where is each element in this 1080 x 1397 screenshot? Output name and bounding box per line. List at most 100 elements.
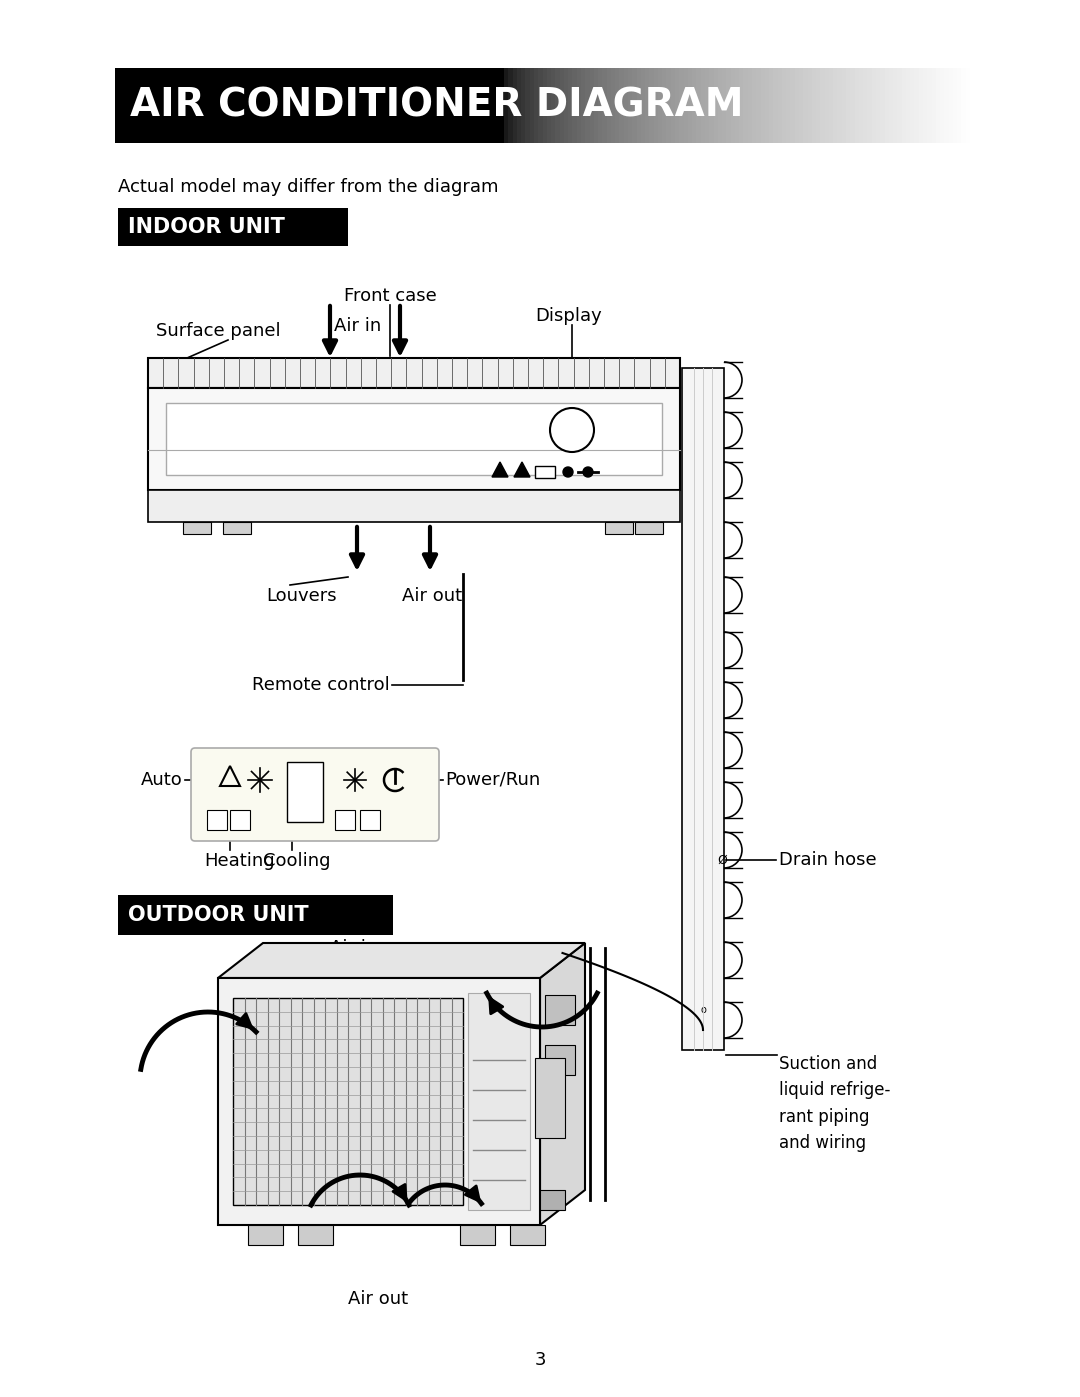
Bar bbox=[534, 68, 538, 142]
Bar bbox=[415, 68, 419, 142]
Bar bbox=[808, 68, 812, 142]
Text: 3: 3 bbox=[535, 1351, 545, 1369]
Text: Ø: Ø bbox=[717, 854, 727, 866]
Text: Actual model may differ from the diagram: Actual model may differ from the diagram bbox=[118, 177, 499, 196]
Bar bbox=[218, 978, 540, 1225]
Bar bbox=[919, 68, 923, 142]
Bar bbox=[376, 68, 380, 142]
Bar bbox=[478, 68, 483, 142]
Bar bbox=[880, 68, 885, 142]
Bar bbox=[148, 490, 680, 522]
Bar bbox=[491, 68, 496, 142]
Bar bbox=[675, 68, 679, 142]
Bar bbox=[710, 68, 714, 142]
Bar bbox=[444, 68, 448, 142]
Bar bbox=[118, 895, 393, 935]
Bar bbox=[897, 68, 902, 142]
Bar bbox=[162, 68, 166, 142]
Bar bbox=[714, 68, 718, 142]
Bar bbox=[299, 68, 303, 142]
Bar bbox=[287, 761, 323, 821]
Bar bbox=[718, 68, 723, 142]
Bar bbox=[510, 1225, 545, 1245]
Bar bbox=[769, 68, 773, 142]
Bar bbox=[335, 810, 355, 830]
Bar bbox=[460, 1225, 495, 1245]
Bar bbox=[867, 68, 872, 142]
Bar bbox=[197, 68, 201, 142]
Bar bbox=[812, 68, 816, 142]
Bar bbox=[681, 367, 724, 1051]
Bar bbox=[153, 68, 158, 142]
Text: INDOOR UNIT: INDOOR UNIT bbox=[129, 217, 285, 237]
Bar bbox=[594, 68, 598, 142]
Bar bbox=[298, 1225, 333, 1245]
Bar bbox=[393, 68, 397, 142]
Bar bbox=[632, 68, 636, 142]
Text: Remote control: Remote control bbox=[253, 676, 390, 694]
Bar bbox=[752, 68, 756, 142]
Bar bbox=[585, 68, 590, 142]
Bar bbox=[406, 68, 410, 142]
Bar bbox=[545, 1045, 575, 1076]
Bar bbox=[312, 68, 316, 142]
Bar bbox=[513, 68, 517, 142]
Bar bbox=[966, 68, 970, 142]
Text: Suction and
liquid refrige-
rant piping
and wiring: Suction and liquid refrige- rant piping … bbox=[779, 1055, 890, 1153]
Bar bbox=[205, 68, 210, 142]
Bar bbox=[876, 68, 880, 142]
Bar bbox=[923, 68, 928, 142]
Bar bbox=[384, 68, 389, 142]
Bar bbox=[928, 68, 932, 142]
Bar bbox=[804, 68, 808, 142]
Bar bbox=[380, 68, 384, 142]
Bar bbox=[535, 467, 555, 478]
Bar bbox=[915, 68, 919, 142]
Bar bbox=[457, 68, 461, 142]
Bar bbox=[636, 68, 640, 142]
Bar bbox=[324, 68, 328, 142]
Bar bbox=[598, 68, 603, 142]
Bar bbox=[940, 68, 944, 142]
Bar bbox=[461, 68, 465, 142]
Bar bbox=[333, 68, 337, 142]
Bar bbox=[568, 68, 572, 142]
Text: Surface panel: Surface panel bbox=[156, 321, 281, 339]
Bar bbox=[765, 68, 769, 142]
Bar bbox=[123, 68, 127, 142]
Bar bbox=[166, 68, 171, 142]
Bar bbox=[854, 68, 859, 142]
Bar bbox=[341, 68, 346, 142]
Bar bbox=[581, 68, 585, 142]
Bar bbox=[282, 68, 286, 142]
Bar bbox=[564, 68, 568, 142]
Bar bbox=[308, 68, 312, 142]
Bar bbox=[530, 1190, 565, 1210]
Circle shape bbox=[563, 467, 573, 476]
Bar bbox=[705, 68, 710, 142]
Bar bbox=[666, 68, 671, 142]
Bar bbox=[841, 68, 846, 142]
Bar bbox=[217, 68, 221, 142]
Bar bbox=[474, 68, 478, 142]
Bar bbox=[316, 68, 320, 142]
Bar bbox=[265, 68, 269, 142]
Text: Louvers: Louvers bbox=[267, 587, 337, 605]
Bar bbox=[487, 68, 491, 142]
Bar bbox=[850, 68, 854, 142]
Bar bbox=[551, 68, 555, 142]
Bar bbox=[337, 68, 341, 142]
Polygon shape bbox=[540, 943, 585, 1225]
Bar bbox=[635, 522, 663, 534]
Bar bbox=[183, 522, 211, 534]
Bar bbox=[303, 68, 308, 142]
Bar bbox=[291, 68, 295, 142]
Bar bbox=[743, 68, 747, 142]
Text: o: o bbox=[700, 1004, 706, 1016]
Bar bbox=[525, 68, 529, 142]
Bar bbox=[889, 68, 893, 142]
Text: Drain hose: Drain hose bbox=[779, 851, 877, 869]
Bar bbox=[440, 68, 444, 142]
Bar bbox=[372, 68, 376, 142]
Bar bbox=[286, 68, 291, 142]
